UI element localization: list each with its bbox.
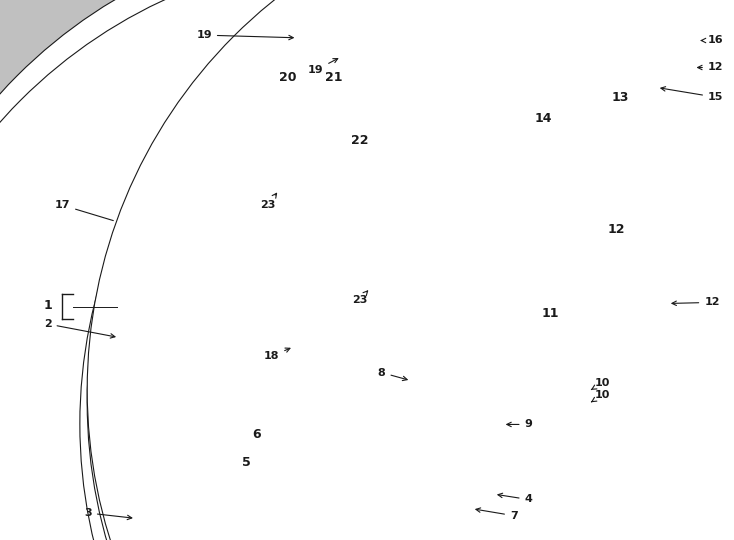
Circle shape <box>0 0 727 433</box>
Circle shape <box>40 0 540 299</box>
Circle shape <box>284 0 734 522</box>
Text: 22: 22 <box>351 134 368 147</box>
Circle shape <box>360 3 734 540</box>
Text: 12: 12 <box>697 63 724 72</box>
Circle shape <box>0 0 683 540</box>
Circle shape <box>87 0 734 540</box>
Circle shape <box>333 0 734 540</box>
Text: 20: 20 <box>279 71 297 84</box>
Text: 8: 8 <box>378 368 407 381</box>
Text: 16: 16 <box>701 36 724 45</box>
Text: 2: 2 <box>44 319 115 338</box>
Circle shape <box>253 0 734 514</box>
Polygon shape <box>115 219 123 227</box>
Text: 13: 13 <box>611 91 629 104</box>
Text: 9: 9 <box>506 420 532 429</box>
Text: 5: 5 <box>241 456 250 469</box>
Circle shape <box>25 0 526 444</box>
Circle shape <box>0 46 599 540</box>
Polygon shape <box>400 418 499 514</box>
Text: 21: 21 <box>325 71 343 84</box>
Polygon shape <box>123 232 242 505</box>
Text: 12: 12 <box>608 223 625 236</box>
Circle shape <box>87 0 734 540</box>
Text: 19: 19 <box>196 30 294 40</box>
Text: 4: 4 <box>498 493 532 504</box>
Text: 6: 6 <box>252 428 261 441</box>
Text: 23: 23 <box>352 291 368 305</box>
Text: 23: 23 <box>261 193 277 210</box>
Circle shape <box>0 0 705 438</box>
Text: 11: 11 <box>542 307 559 320</box>
Polygon shape <box>115 383 123 392</box>
Text: 1: 1 <box>43 299 52 312</box>
Circle shape <box>56 0 656 335</box>
Text: 10: 10 <box>592 390 609 402</box>
Text: 12: 12 <box>672 298 720 307</box>
Text: 19: 19 <box>308 58 338 75</box>
Text: 7: 7 <box>476 508 517 521</box>
Polygon shape <box>114 227 125 383</box>
Circle shape <box>184 0 734 540</box>
Text: 15: 15 <box>661 87 723 102</box>
Circle shape <box>80 0 734 540</box>
Polygon shape <box>400 394 488 462</box>
Circle shape <box>286 0 734 468</box>
Text: 14: 14 <box>534 112 552 125</box>
Circle shape <box>0 0 583 484</box>
Circle shape <box>33 0 734 540</box>
Text: 10: 10 <box>592 379 609 389</box>
Text: 3: 3 <box>84 508 132 519</box>
Text: 17: 17 <box>54 200 113 221</box>
Text: 18: 18 <box>264 348 290 361</box>
Polygon shape <box>410 362 483 394</box>
